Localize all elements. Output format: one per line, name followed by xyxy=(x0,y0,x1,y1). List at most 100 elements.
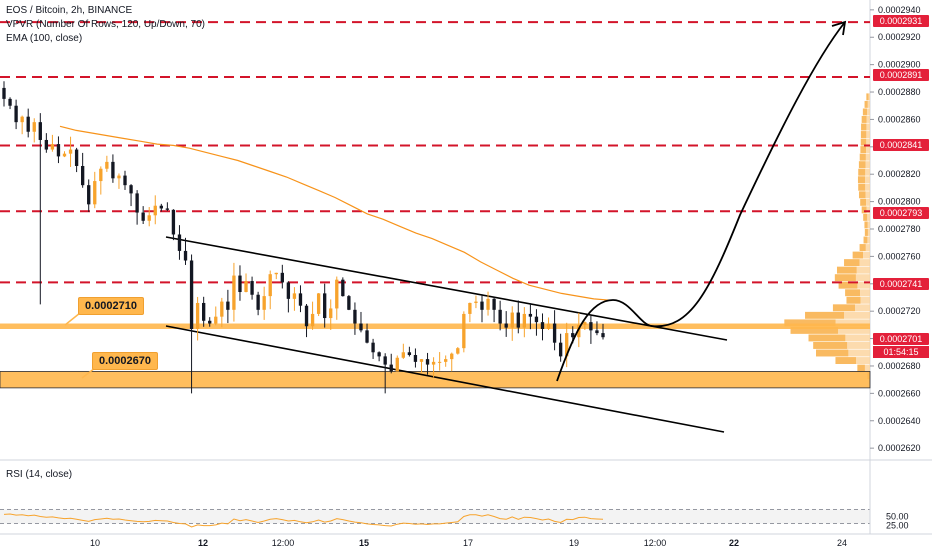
vpvr-bar-up xyxy=(864,100,868,108)
rsi-legend: RSI (14, close) xyxy=(6,469,73,480)
projection-path xyxy=(556,20,847,382)
vpvr-bar-down xyxy=(867,236,870,244)
support-zone xyxy=(0,323,870,329)
candle-down xyxy=(504,323,508,328)
ema-line xyxy=(59,125,611,301)
vpvr-bar-up xyxy=(860,131,867,138)
vpvr-bar-up xyxy=(835,357,857,364)
candle-down xyxy=(601,333,605,338)
candle-up xyxy=(450,353,454,360)
vpvr-bar-up xyxy=(863,213,868,221)
vpvr-bar-down xyxy=(868,93,870,101)
time-tick-label: 12:00 xyxy=(644,538,667,548)
vpvr-bar-down xyxy=(847,342,870,349)
candle-down xyxy=(14,105,18,123)
candle-down xyxy=(347,296,351,310)
candle-down xyxy=(171,209,176,235)
candle-down xyxy=(183,250,188,261)
candle-up xyxy=(62,153,67,157)
candle-down xyxy=(389,364,393,372)
candle-up xyxy=(68,149,73,154)
vpvr-bar-down xyxy=(848,349,870,357)
vpvr-bar-up xyxy=(857,176,866,184)
price-tick-label: 0.0002800 xyxy=(878,197,921,207)
candle-down xyxy=(516,312,520,328)
price-tick-label: 0.0002640 xyxy=(878,416,921,426)
rsi-line xyxy=(3,513,604,528)
price-tick-label: 0.0002940 xyxy=(878,5,921,15)
time-tick-label: 12:00 xyxy=(272,538,295,548)
price-tick-label: 0.0002820 xyxy=(878,169,921,179)
vpvr-bar-up xyxy=(852,251,864,259)
candle-down xyxy=(80,165,85,186)
candle-up xyxy=(244,281,248,293)
channel-lower xyxy=(165,325,725,433)
price-tick-label: 0.0002780 xyxy=(878,224,921,234)
vpvr-bar-down xyxy=(860,289,870,297)
vpvr-bar-down xyxy=(866,198,870,206)
price-tick-label: 0.0002900 xyxy=(878,60,921,70)
vpvr-bar-down xyxy=(867,100,870,108)
vpvr-bar-up xyxy=(864,221,868,229)
candle-down xyxy=(189,260,194,329)
candlesticks xyxy=(2,81,605,394)
candle-down xyxy=(250,281,254,295)
candle-down xyxy=(365,330,369,343)
vpvr-bar-up xyxy=(861,123,867,131)
vpvr-bar-down xyxy=(866,131,870,138)
vpvr-bar-down xyxy=(860,296,870,304)
time-tick-label: 22 xyxy=(729,538,739,548)
vpvr-bar-down xyxy=(859,259,870,267)
candle-up xyxy=(262,296,266,310)
vpvr-bar-down xyxy=(865,176,870,184)
vpvr-bar-up xyxy=(861,116,867,123)
vpvr-bar-up xyxy=(845,289,861,297)
candle-down xyxy=(304,305,309,327)
candle-down xyxy=(407,352,412,356)
candle-up xyxy=(195,302,200,329)
candle-up xyxy=(444,359,448,362)
vpvr-bar-down xyxy=(835,319,870,327)
projection-arrowhead xyxy=(831,20,847,36)
ema-100-line xyxy=(59,125,611,301)
price-tick-label: 0.0002720 xyxy=(878,306,921,316)
vpvr-bar-down xyxy=(866,206,870,214)
vpvr-bar-down xyxy=(867,213,870,221)
vpvr-bar-down xyxy=(845,334,870,342)
vpvr-bar-down xyxy=(865,244,870,251)
candle-up xyxy=(565,333,569,357)
candle-down xyxy=(123,175,127,186)
candle-up xyxy=(577,324,581,338)
time-tick-label: 24 xyxy=(837,538,847,548)
vpvr-bar-up xyxy=(860,198,867,206)
symbol-title: EOS / Bitcoin, 2h, BINANCE xyxy=(6,5,133,16)
candle-up xyxy=(329,308,333,319)
price-tick-label: 0.0002660 xyxy=(878,388,921,398)
candle-up xyxy=(486,298,490,310)
time-tick-label: 15 xyxy=(359,538,369,548)
candle-down xyxy=(26,116,30,132)
vpvr-bar-down xyxy=(863,251,870,259)
candle-up xyxy=(462,313,466,349)
candle-down xyxy=(377,352,381,357)
main-panel xyxy=(0,0,870,460)
vpvr-bar-down xyxy=(864,364,870,372)
candle-up xyxy=(32,122,36,132)
candle-up xyxy=(117,175,121,179)
candle-up xyxy=(274,272,278,275)
time-tick-label: 17 xyxy=(463,538,473,548)
candle-up xyxy=(99,168,103,182)
vpvr-bar-down xyxy=(856,266,870,274)
support-zones xyxy=(0,312,871,389)
candle-down xyxy=(44,139,49,150)
candle-down xyxy=(480,301,484,310)
candle-down xyxy=(202,302,206,321)
vpvr-bar-up xyxy=(860,146,867,154)
vpvr-bar-up xyxy=(861,206,867,214)
candle-down xyxy=(413,355,418,362)
vpvr-bar-up xyxy=(846,296,861,304)
vpvr-bar-down xyxy=(866,146,870,154)
candle-up xyxy=(220,301,224,317)
candle-down xyxy=(383,356,387,365)
candle-up xyxy=(20,116,24,123)
